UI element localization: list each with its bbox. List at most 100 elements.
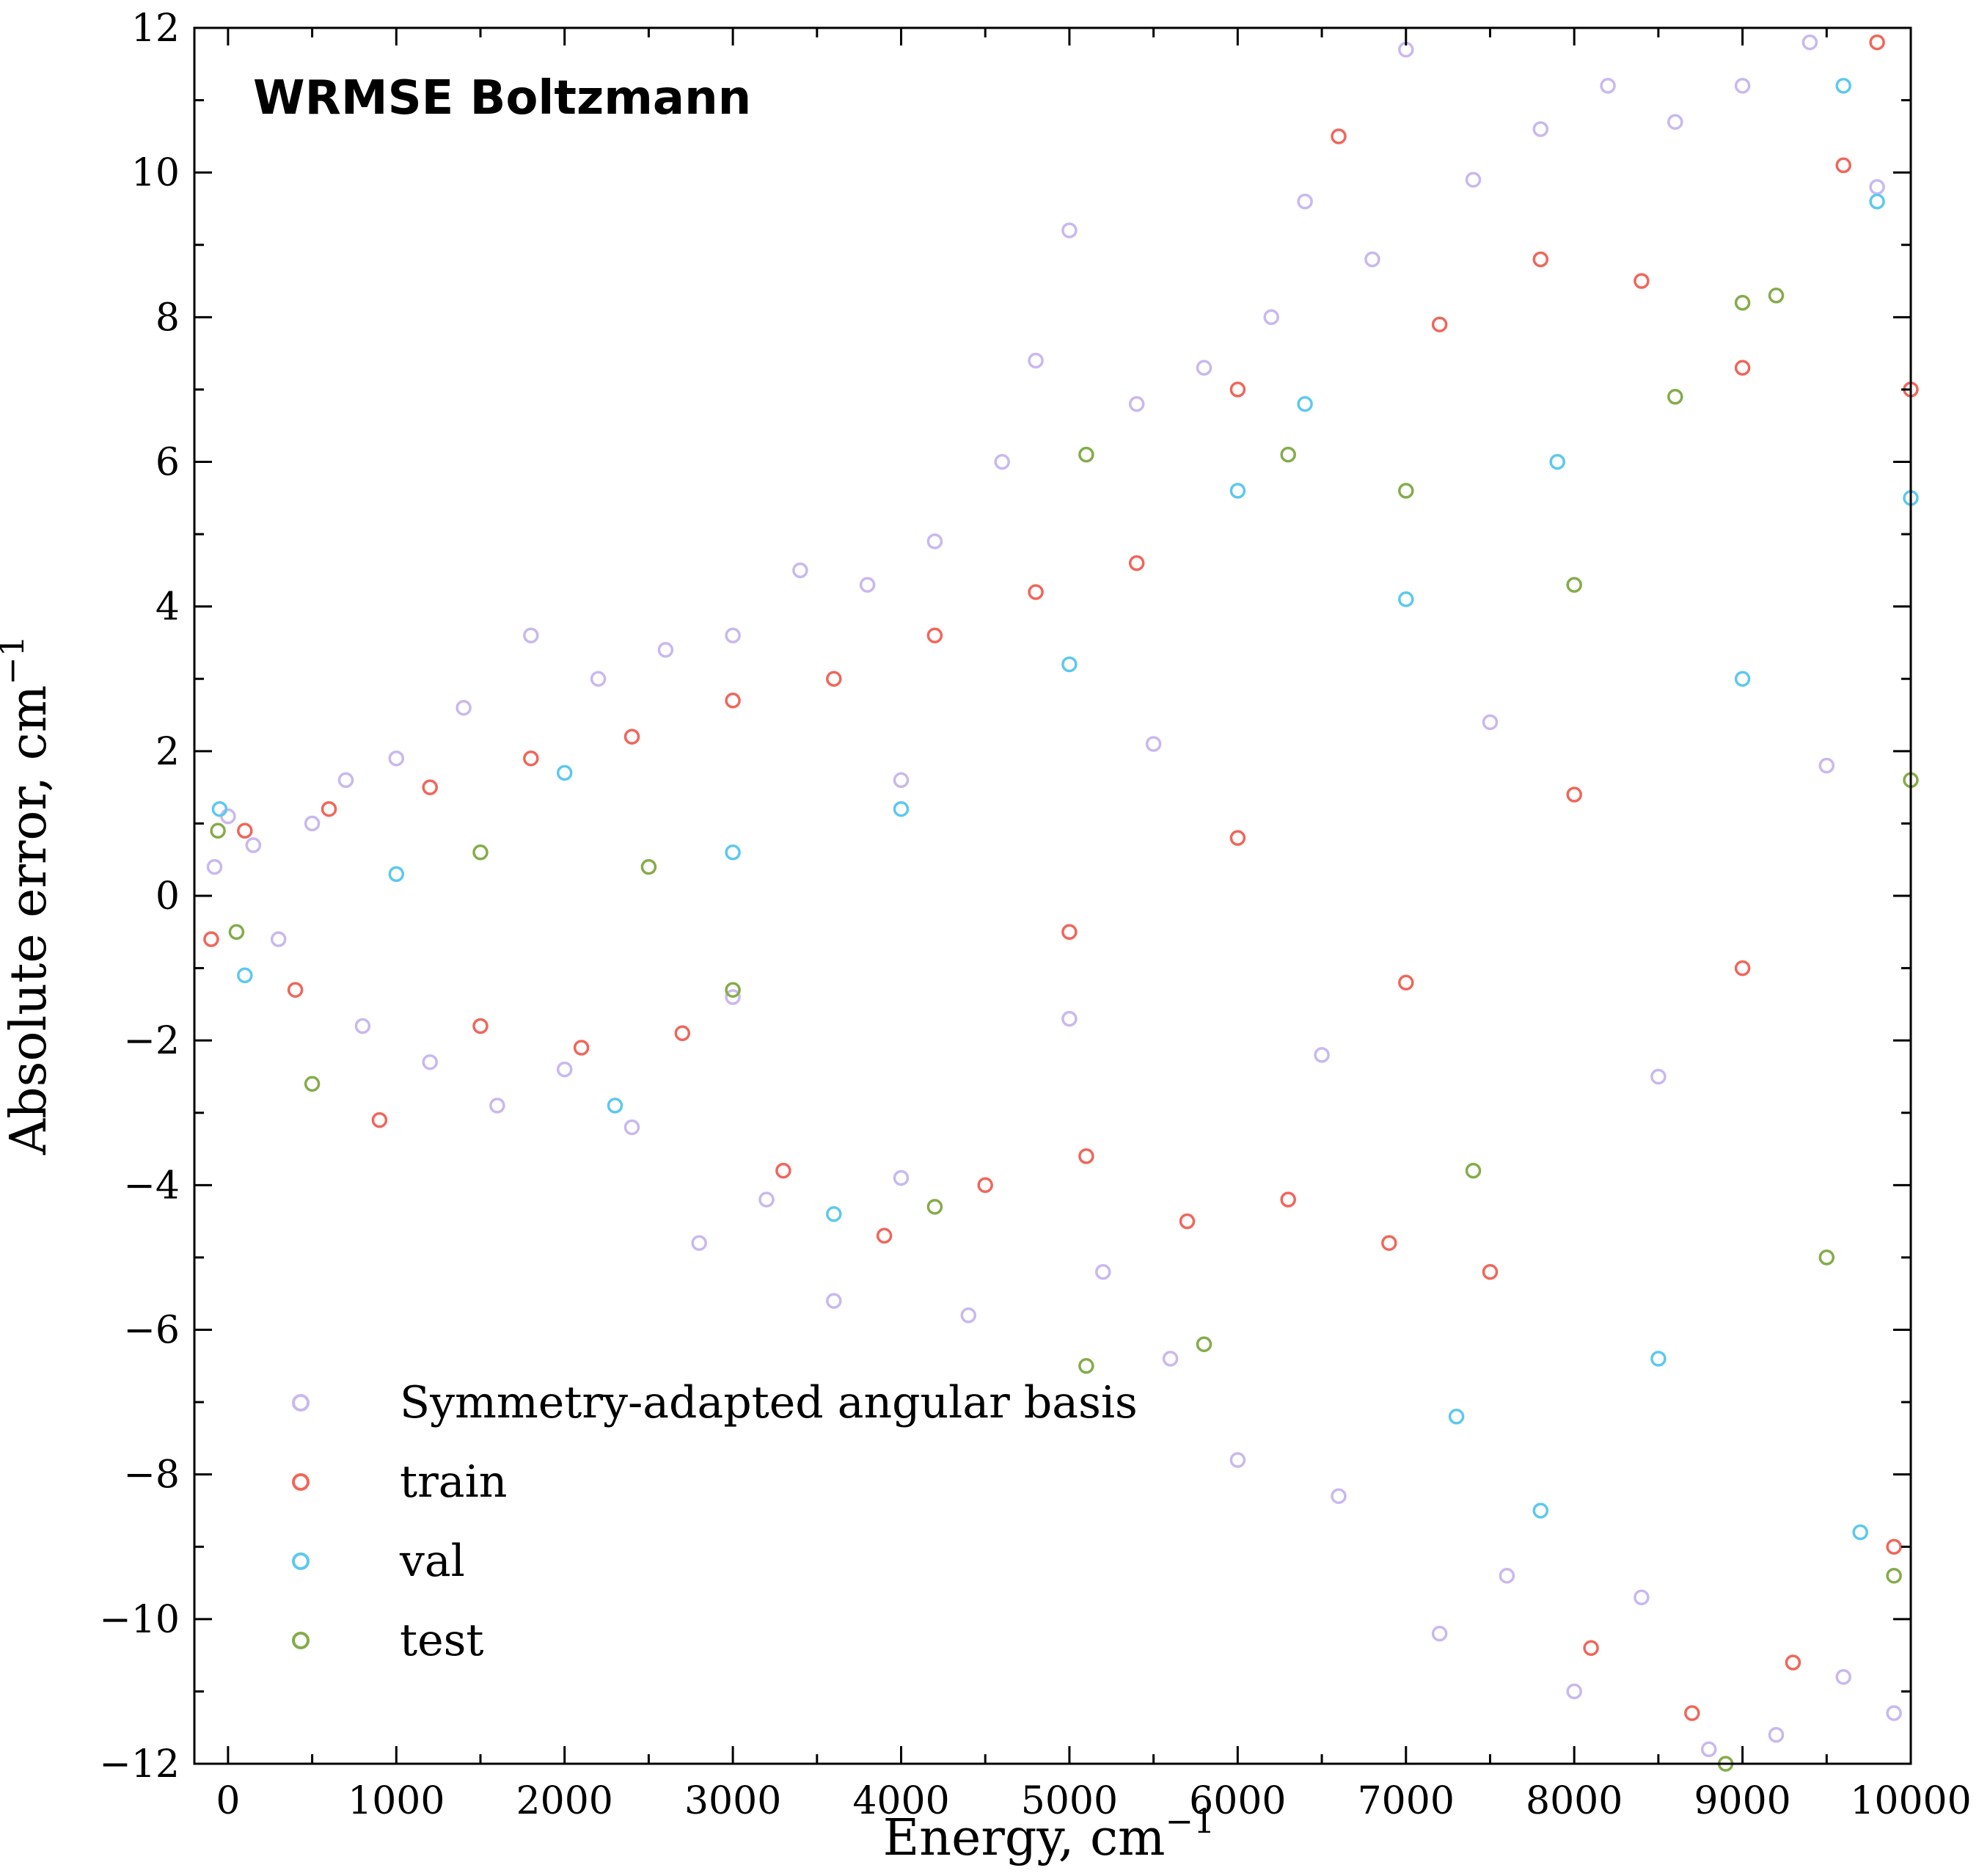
x-tick-label: 2000	[516, 1779, 613, 1823]
data-point-series-1	[1583, 1640, 1599, 1657]
legend-label: val	[399, 1536, 465, 1587]
data-point-series-0	[1818, 757, 1835, 774]
data-point-series-0	[1364, 251, 1380, 268]
data-point-series-3	[472, 844, 489, 861]
data-point-series-1	[573, 1040, 590, 1056]
data-point-series-3	[1398, 483, 1414, 499]
data-point-series-0	[1499, 1567, 1515, 1584]
data-point-series-0	[1886, 1705, 1902, 1721]
data-point-series-3	[1886, 1567, 1902, 1584]
data-point-series-0	[354, 1018, 371, 1034]
legend-label: test	[400, 1615, 484, 1666]
y-axis-label: Absolute error, cm−1	[0, 635, 58, 1156]
data-point-series-2	[1297, 395, 1313, 412]
data-point-series-3	[1818, 1249, 1835, 1266]
data-point-series-1	[977, 1177, 993, 1194]
x-tick-label: 7000	[1358, 1779, 1455, 1823]
y-tick-label: −8	[123, 1453, 180, 1497]
data-point-series-1	[321, 800, 337, 817]
legend: Symmetry-adapted angular basis train val te…	[292, 1377, 1138, 1666]
data-point-series-1	[1179, 1213, 1196, 1230]
data-point-series-0	[1028, 352, 1044, 369]
data-point-series-0	[1801, 34, 1818, 51]
data-point-series-0	[1768, 1726, 1785, 1743]
data-point-series-0	[1835, 1668, 1851, 1685]
data-point-series-1	[1061, 924, 1078, 941]
data-point-series-1	[237, 822, 253, 839]
data-point-series-0	[1431, 1625, 1448, 1642]
data-point-series-0	[1061, 222, 1078, 238]
data-point-series-1	[1734, 359, 1751, 376]
data-point-series-1	[472, 1018, 489, 1034]
data-point-series-0	[245, 837, 262, 853]
data-point-series-0	[1869, 179, 1885, 195]
data-point-series-0	[994, 453, 1010, 470]
legend-marker	[292, 1473, 310, 1491]
data-point-series-0	[1061, 1010, 1078, 1027]
data-point-series-0	[206, 858, 223, 875]
data-point-series-0	[1600, 78, 1616, 94]
data-point-series-1	[1482, 1263, 1499, 1280]
y-tick-label: −12	[99, 1742, 180, 1786]
ticks-layer: 0 1000 2000 3000 4000 5000 6000 7000 8000 9000 100…	[99, 7, 1971, 1823]
data-point-series-3	[1734, 294, 1751, 311]
data-point-series-3	[1280, 446, 1296, 463]
data-point-series-1	[674, 1025, 691, 1042]
data-point-series-0	[1465, 172, 1482, 188]
data-point-series-1	[1229, 382, 1246, 398]
data-point-series-3	[1566, 577, 1582, 593]
y-tick-label: 2	[156, 730, 180, 774]
data-point-series-1	[287, 982, 304, 998]
y-tick-label: 10	[131, 151, 180, 195]
y-tick-label: −10	[99, 1598, 180, 1642]
data-point-series-3	[1667, 389, 1683, 405]
data-point-series-1	[1886, 1539, 1902, 1555]
data-point-series-0	[523, 627, 539, 643]
y-tick-label: 6	[156, 441, 180, 485]
data-point-series-2	[826, 1206, 842, 1222]
data-point-series-0	[456, 699, 472, 716]
data-point-series-1	[1381, 1235, 1397, 1251]
data-point-series-1	[422, 779, 438, 795]
data-point-series-1	[623, 729, 640, 745]
data-point-series-1	[775, 1162, 791, 1179]
data-point-series-3	[1196, 1336, 1212, 1352]
data-point-series-3	[304, 1076, 321, 1092]
data-point-series-0	[1297, 193, 1313, 210]
data-point-series-2	[1835, 78, 1851, 94]
points-layer	[203, 34, 1919, 1772]
data-point-series-2	[893, 800, 910, 817]
data-point-series-0	[1095, 1263, 1111, 1280]
data-point-series-0	[725, 989, 741, 1005]
x-tick-label: 8000	[1526, 1779, 1623, 1823]
data-point-series-2	[1532, 1503, 1549, 1519]
y-tick-label: −2	[123, 1019, 180, 1063]
data-point-series-0	[657, 642, 674, 658]
data-point-series-3	[1078, 1358, 1094, 1374]
data-point-series-1	[1229, 830, 1246, 846]
data-point-series-2	[211, 800, 228, 817]
data-point-series-0	[1532, 121, 1549, 137]
x-tick-label: 3000	[684, 1779, 781, 1823]
data-point-series-3	[228, 924, 245, 941]
x-tick-label: 1000	[348, 1779, 445, 1823]
legend-marker	[292, 1632, 310, 1649]
data-point-series-3	[210, 822, 226, 839]
legend-marker	[292, 1394, 310, 1412]
data-point-series-0	[893, 1169, 910, 1186]
data-point-series-0	[1650, 1068, 1667, 1085]
x-tick-label: 10000	[1850, 1779, 1971, 1823]
data-point-series-0	[388, 750, 405, 767]
y-tick-label: 4	[156, 585, 180, 629]
data-point-series-1	[1532, 251, 1549, 268]
x-tick-label: 4000	[852, 1779, 949, 1823]
data-point-series-0	[1162, 1351, 1179, 1367]
data-point-series-0	[1128, 395, 1145, 412]
data-point-series-2	[556, 764, 573, 781]
x-tick-label: 5000	[1021, 1779, 1118, 1823]
data-point-series-2	[1549, 453, 1565, 470]
legend-label: Symmetry-adapted angular basis	[400, 1377, 1138, 1428]
data-point-series-0	[893, 772, 910, 789]
data-point-series-1	[1734, 960, 1751, 977]
x-tick-label: 9000	[1694, 1779, 1790, 1823]
